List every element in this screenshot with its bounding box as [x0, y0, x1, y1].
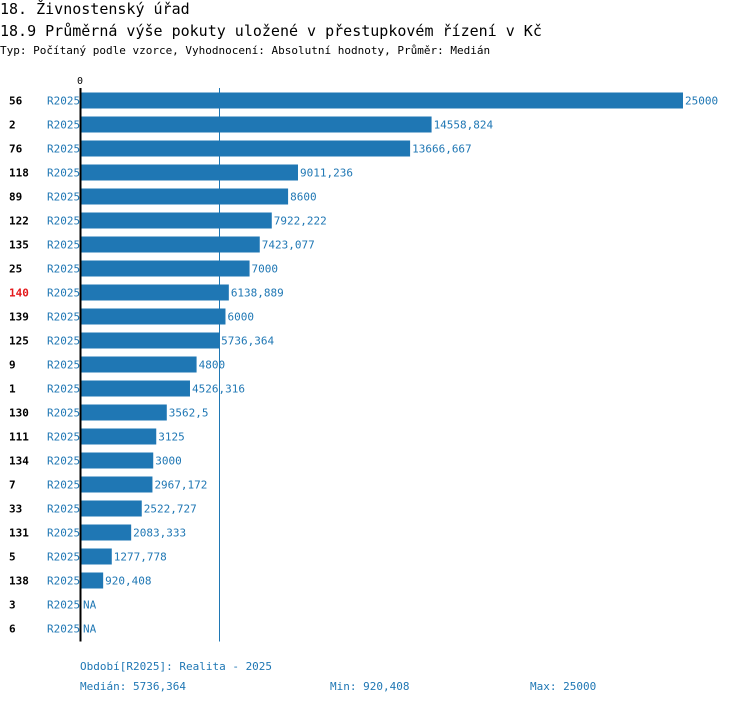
bar: [81, 236, 260, 253]
row-id: 3: [9, 599, 16, 612]
series-label: R2025: [47, 503, 80, 516]
series-label: R2025: [47, 215, 80, 228]
bar: [81, 308, 226, 325]
period-label: Období[R2025]: Realita - 2025: [80, 660, 273, 673]
value-label: 9011,236: [300, 167, 353, 180]
median-label: Medián: 5736,364: [80, 680, 186, 693]
value-label: 2967,172: [154, 479, 207, 492]
row-id: 25: [9, 263, 22, 276]
series-label: R2025: [47, 431, 80, 444]
value-label: 6138,889: [231, 287, 284, 300]
series-label: R2025: [47, 95, 80, 108]
value-label: 1277,778: [114, 551, 167, 564]
value-label: 7423,077: [262, 239, 315, 252]
value-label: 920,408: [105, 575, 151, 588]
bar: [81, 212, 272, 229]
bar: [81, 452, 154, 469]
bar: [81, 548, 112, 565]
series-label: R2025: [47, 479, 80, 492]
bar: [81, 332, 220, 349]
row-id: 130: [9, 407, 29, 420]
bar: [81, 476, 153, 493]
indicator-title: 18.9 Průměrná výše pokuty uložené v přes…: [0, 22, 542, 40]
value-label: 4526,316: [192, 383, 245, 396]
row-id: 139: [9, 311, 29, 324]
value-label: 8600: [290, 191, 317, 204]
row-id: 2: [9, 119, 16, 132]
series-label: R2025: [47, 623, 80, 636]
section-title: 18. Živnostenský úřad: [0, 0, 190, 18]
series-label: R2025: [47, 167, 80, 180]
value-label: 4800: [199, 359, 226, 372]
row-id: 140: [9, 287, 29, 300]
value-label: NA: [83, 623, 97, 636]
series-label: R2025: [47, 263, 80, 276]
value-label: 2083,333: [133, 527, 186, 540]
series-label: R2025: [47, 143, 80, 156]
bar: [81, 524, 132, 541]
value-label: 7922,222: [274, 215, 327, 228]
row-id: 118: [9, 167, 29, 180]
bar: [81, 164, 298, 181]
bar: [81, 356, 197, 373]
bar: [81, 428, 157, 445]
row-id: 111: [9, 431, 29, 444]
bar: [81, 140, 411, 157]
series-label: R2025: [47, 551, 80, 564]
row-id: 1: [9, 383, 16, 396]
row-id: 131: [9, 527, 29, 540]
row-id: 138: [9, 575, 29, 588]
axis-zero-label: 0: [77, 76, 83, 87]
series-label: R2025: [47, 383, 80, 396]
min-label: Min: 920,408: [330, 680, 410, 693]
bar: [81, 284, 229, 301]
bar: [81, 116, 432, 133]
value-label: 14558,824: [434, 119, 494, 132]
series-label: R2025: [47, 311, 80, 324]
value-label: 13666,667: [412, 143, 472, 156]
series-label: R2025: [47, 119, 80, 132]
value-label: 3125: [158, 431, 185, 444]
row-id: 76: [9, 143, 23, 156]
value-label: 3000: [155, 455, 182, 468]
value-label: 3562,5: [169, 407, 209, 420]
series-label: R2025: [47, 239, 80, 252]
row-id: 7: [9, 479, 16, 492]
row-id: 9: [9, 359, 16, 372]
bar: [81, 92, 683, 109]
series-label: R2025: [47, 191, 80, 204]
bar: [81, 380, 190, 397]
value-label: NA: [83, 599, 97, 612]
bar: [81, 572, 104, 589]
value-label: 7000: [252, 263, 279, 276]
bar: [81, 500, 142, 517]
row-id: 134: [9, 455, 29, 468]
value-label: 6000: [227, 311, 254, 324]
row-id: 33: [9, 503, 22, 516]
row-id: 56: [9, 95, 23, 108]
row-id: 89: [9, 191, 22, 204]
bar: [81, 260, 250, 277]
bar: [81, 404, 167, 421]
value-label: 5736,364: [221, 335, 274, 348]
series-label: R2025: [47, 455, 80, 468]
value-label: 2522,727: [144, 503, 197, 516]
row-id: 125: [9, 335, 29, 348]
value-label: 25000: [685, 95, 718, 108]
row-id: 5: [9, 551, 16, 564]
max-label: Max: 25000: [530, 680, 597, 693]
series-label: R2025: [47, 335, 80, 348]
series-label: R2025: [47, 287, 80, 300]
row-id: 6: [9, 623, 16, 636]
series-label: R2025: [47, 527, 80, 540]
row-id: 122: [9, 215, 29, 228]
type-description: Typ: Počítaný podle vzorce, Vyhodnocení:…: [0, 44, 491, 57]
series-label: R2025: [47, 599, 80, 612]
row-id: 135: [9, 239, 29, 252]
series-label: R2025: [47, 359, 80, 372]
bar: [81, 188, 289, 205]
series-label: R2025: [47, 575, 80, 588]
series-label: R2025: [47, 407, 80, 420]
